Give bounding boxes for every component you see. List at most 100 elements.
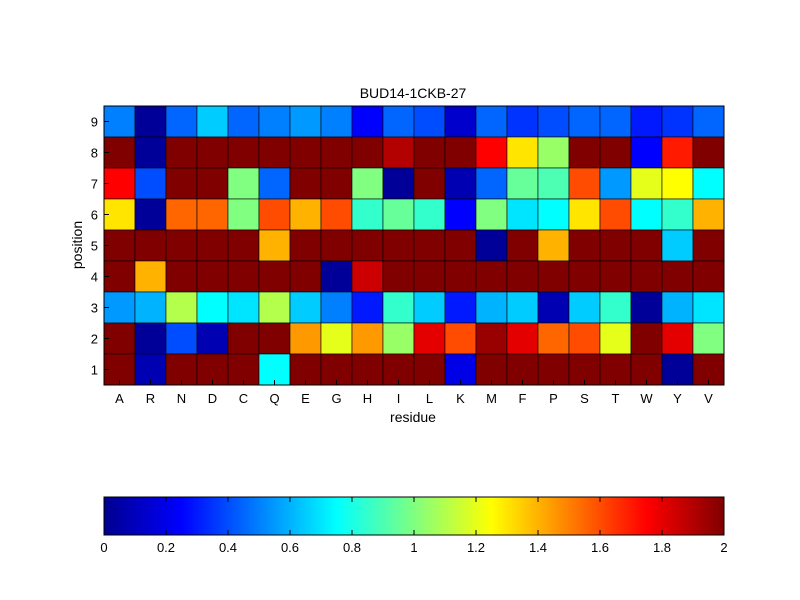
heatmap-cell — [196, 322, 229, 355]
y-tick-label: 1 — [91, 363, 98, 378]
heatmap-cell — [413, 353, 446, 386]
heatmap-cell — [258, 260, 291, 293]
heatmap-cell — [475, 105, 508, 138]
heatmap-cell — [630, 353, 663, 386]
heatmap-cell — [444, 167, 477, 200]
heatmap-cell — [351, 229, 384, 262]
x-tick-label: D — [208, 391, 217, 406]
heatmap-cell — [103, 105, 136, 138]
heatmap-cell — [103, 136, 136, 169]
heatmap-cell — [227, 136, 260, 169]
heatmap-cell — [320, 229, 353, 262]
heatmap-cell — [382, 105, 415, 138]
x-tick-label: V — [704, 391, 713, 406]
heatmap-cell — [134, 322, 167, 355]
colorbar-tick-label: 0.2 — [157, 540, 175, 555]
heatmap-cell — [196, 105, 229, 138]
heatmap-cell — [568, 291, 601, 324]
heatmap-cells — [103, 105, 725, 386]
heatmap-cell — [692, 136, 725, 169]
chart-title: BUD14-1CKB-27 — [360, 85, 467, 101]
heatmap-cell — [475, 229, 508, 262]
heatmap-cell — [227, 291, 260, 324]
heatmap-cell — [351, 167, 384, 200]
heatmap-cell — [444, 229, 477, 262]
heatmap-cell — [165, 105, 198, 138]
heatmap-cell — [599, 353, 632, 386]
heatmap-cell — [227, 322, 260, 355]
heatmap-cell — [289, 198, 322, 231]
y-tick-label: 7 — [91, 177, 98, 192]
heatmap-cell — [289, 291, 322, 324]
heatmap-cell — [165, 229, 198, 262]
colorbar-tick-label: 0.4 — [219, 540, 237, 555]
colorbar-tick-label: 0.8 — [343, 540, 361, 555]
heatmap-cell — [692, 260, 725, 293]
heatmap-cell — [692, 322, 725, 355]
heatmap-cell — [227, 167, 260, 200]
heatmap-cell — [289, 229, 322, 262]
heatmap-cell — [258, 322, 291, 355]
heatmap-cell — [196, 198, 229, 231]
heatmap-cell — [320, 198, 353, 231]
heatmap-cell — [692, 229, 725, 262]
heatmap-cell — [444, 260, 477, 293]
y-axis-label: position — [69, 221, 85, 269]
heatmap-cell — [351, 105, 384, 138]
heatmap-cell — [537, 167, 570, 200]
heatmap-cell — [320, 136, 353, 169]
heatmap-cell — [196, 260, 229, 293]
heatmap-cell — [413, 105, 446, 138]
y-tick-label: 4 — [91, 270, 98, 285]
heatmap-cell — [537, 136, 570, 169]
heatmap-cell — [227, 260, 260, 293]
heatmap-cell — [630, 198, 663, 231]
heatmap-cell — [568, 198, 601, 231]
heatmap-cell — [506, 136, 539, 169]
heatmap-cell — [661, 229, 694, 262]
heatmap-cell — [475, 353, 508, 386]
heatmap-cell — [599, 291, 632, 324]
heatmap-cell — [506, 322, 539, 355]
y-axis-ticks: 9 8 7 6 5 4 3 2 1 — [91, 115, 109, 378]
heatmap-cell — [692, 167, 725, 200]
heatmap-cell — [320, 353, 353, 386]
heatmap-cell — [165, 167, 198, 200]
heatmap-cell — [258, 167, 291, 200]
heatmap-cell — [661, 260, 694, 293]
x-tick-label: L — [426, 391, 433, 406]
heatmap-cell — [537, 291, 570, 324]
heatmap-cell — [630, 136, 663, 169]
heatmap-cell — [599, 167, 632, 200]
heatmap-cell — [661, 322, 694, 355]
heatmap-cell — [413, 167, 446, 200]
heatmap-cell — [196, 353, 229, 386]
x-tick-label: E — [301, 391, 310, 406]
heatmap-cell — [382, 198, 415, 231]
colorbar-tick-label: 1.4 — [529, 540, 547, 555]
heatmap-cell — [537, 229, 570, 262]
heatmap-cell — [258, 198, 291, 231]
heatmap-cell — [382, 291, 415, 324]
heatmap-cell — [382, 260, 415, 293]
x-tick-label: K — [456, 391, 465, 406]
heatmap-cell — [165, 322, 198, 355]
heatmap-cell — [475, 198, 508, 231]
heatmap-cell — [444, 198, 477, 231]
heatmap-cell — [568, 229, 601, 262]
heatmap-cell — [661, 105, 694, 138]
heatmap-cell — [413, 260, 446, 293]
x-tick-label: H — [363, 391, 372, 406]
heatmap-cell — [506, 198, 539, 231]
heatmap-cell — [537, 198, 570, 231]
heatmap-cell — [413, 136, 446, 169]
heatmap-cell — [320, 167, 353, 200]
heatmap-cell — [258, 136, 291, 169]
heatmap-cell — [568, 260, 601, 293]
heatmap-cell — [320, 322, 353, 355]
heatmap-cell — [320, 105, 353, 138]
heatmap-cell — [599, 322, 632, 355]
heatmap-cell — [506, 167, 539, 200]
heatmap-cell — [413, 322, 446, 355]
